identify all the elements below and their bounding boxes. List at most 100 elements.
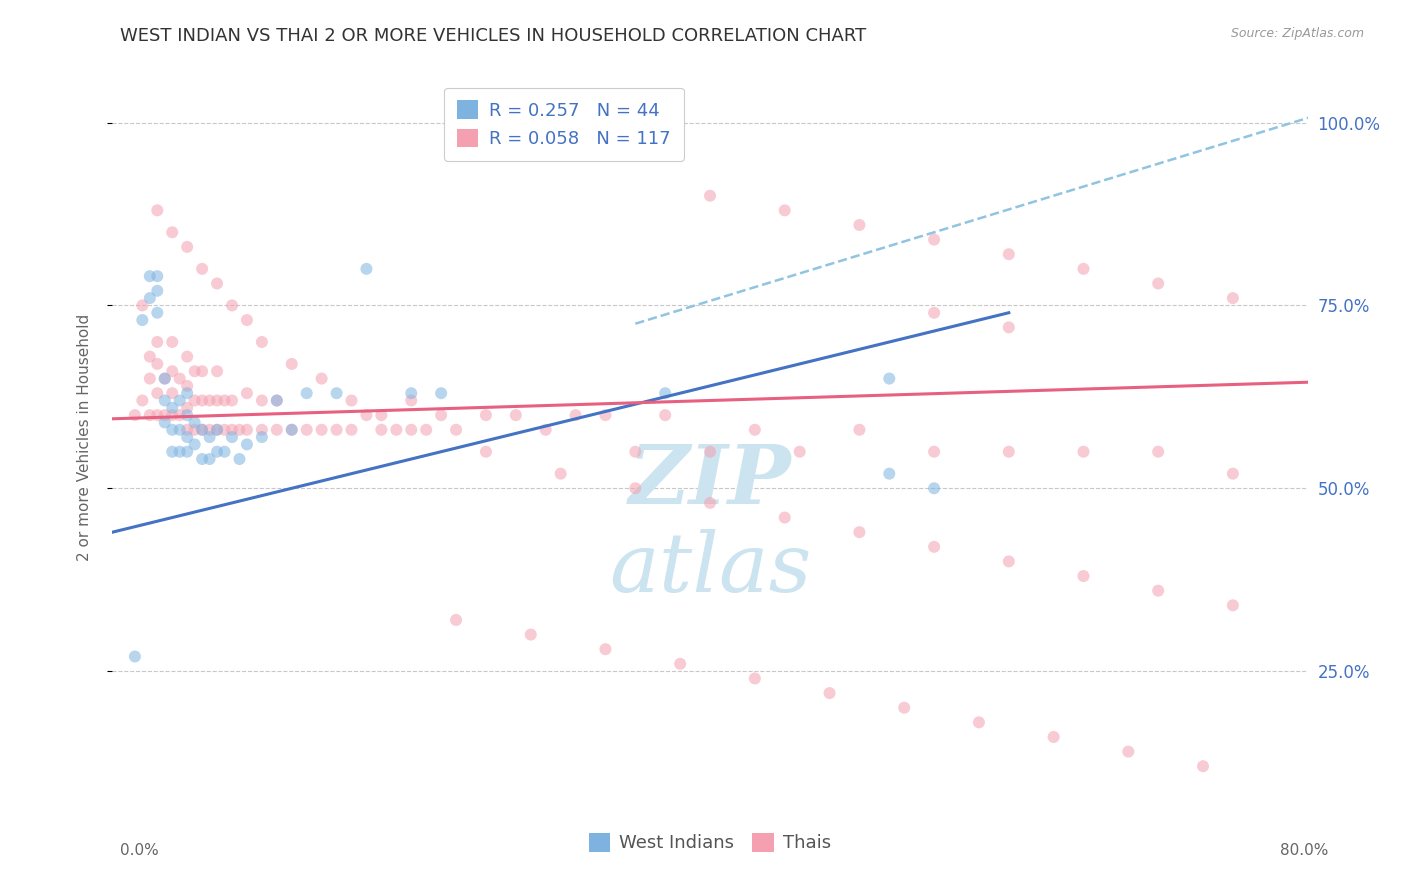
Point [266, 393, 288, 408]
Point [998, 444, 1021, 458]
Point [169, 408, 191, 422]
Point [922, 306, 945, 320]
Point [191, 452, 214, 467]
Point [214, 444, 236, 458]
Point [699, 496, 721, 510]
Point [139, 408, 162, 422]
Point [340, 423, 363, 437]
Point [139, 350, 162, 364]
Point [176, 408, 198, 422]
Point [534, 423, 557, 437]
Point [205, 423, 228, 437]
Point [624, 444, 647, 458]
Point [169, 423, 191, 437]
Point [295, 423, 318, 437]
Point [266, 423, 288, 437]
Point [124, 408, 146, 422]
Point [1192, 759, 1215, 773]
Point [169, 444, 191, 458]
Point [654, 386, 676, 401]
Point [356, 408, 378, 422]
Point [475, 408, 498, 422]
Point [385, 423, 408, 437]
Point [370, 423, 392, 437]
Point [325, 423, 347, 437]
Point [444, 423, 467, 437]
Point [430, 386, 453, 401]
Point [198, 423, 221, 437]
Point [139, 291, 162, 305]
Point [893, 700, 915, 714]
Point [998, 247, 1021, 261]
Point [198, 452, 221, 467]
Point [998, 554, 1021, 568]
Point [124, 649, 146, 664]
Point [153, 371, 176, 385]
Point [879, 467, 901, 481]
Legend: West Indians, Thais: West Indians, Thais [582, 826, 838, 860]
Point [744, 423, 766, 437]
Point [131, 298, 153, 312]
Point [221, 393, 243, 408]
Point [236, 437, 259, 451]
Point [236, 423, 259, 437]
Point [183, 393, 205, 408]
Y-axis label: 2 or more Vehicles in Household: 2 or more Vehicles in Household [77, 313, 91, 561]
Point [183, 437, 205, 451]
Point [370, 408, 392, 422]
Point [176, 350, 198, 364]
Point [162, 408, 183, 422]
Point [281, 423, 304, 437]
Point [699, 444, 721, 458]
Point [520, 627, 543, 641]
Point [922, 233, 945, 247]
Text: WEST INDIAN VS THAI 2 OR MORE VEHICLES IN HOUSEHOLD CORRELATION CHART: WEST INDIAN VS THAI 2 OR MORE VEHICLES I… [120, 27, 866, 45]
Point [146, 386, 169, 401]
Point [1118, 745, 1140, 759]
Point [139, 371, 162, 385]
Point [183, 364, 205, 378]
Text: ZIP: ZIP [628, 441, 792, 521]
Point [162, 386, 183, 401]
Point [1073, 569, 1095, 583]
Point [967, 715, 990, 730]
Point [228, 423, 250, 437]
Point [183, 423, 205, 437]
Point [922, 540, 945, 554]
Point [879, 371, 901, 385]
Point [250, 430, 273, 444]
Text: 0.0%: 0.0% [120, 843, 159, 858]
Point [250, 423, 273, 437]
Point [162, 334, 183, 349]
Point [191, 261, 214, 276]
Point [654, 408, 676, 422]
Point [146, 306, 169, 320]
Point [1147, 583, 1170, 598]
Point [214, 393, 236, 408]
Point [205, 364, 228, 378]
Point [176, 386, 198, 401]
Point [236, 386, 259, 401]
Point [415, 423, 437, 437]
Text: atlas: atlas [609, 529, 811, 608]
Text: Source: ZipAtlas.com: Source: ZipAtlas.com [1230, 27, 1364, 40]
Point [1147, 277, 1170, 291]
Point [146, 284, 169, 298]
Point [444, 613, 467, 627]
Point [311, 371, 333, 385]
Point [595, 642, 617, 657]
Point [198, 393, 221, 408]
Point [228, 452, 250, 467]
Point [214, 423, 236, 437]
Point [191, 364, 214, 378]
Point [221, 430, 243, 444]
Point [669, 657, 692, 671]
Point [153, 371, 176, 385]
Point [131, 393, 153, 408]
Point [250, 393, 273, 408]
Point [325, 386, 347, 401]
Point [153, 393, 176, 408]
Point [311, 423, 333, 437]
Text: 80.0%: 80.0% [1281, 843, 1329, 858]
Point [183, 416, 205, 430]
